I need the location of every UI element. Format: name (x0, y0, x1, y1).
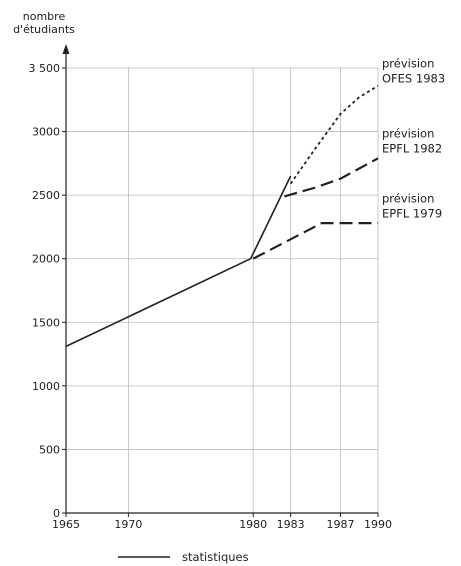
series-line-2 (284, 157, 379, 198)
y-tick-label: 500 (39, 443, 60, 456)
series-lines (65, 85, 379, 348)
annotation-0-line-0: prévision (382, 57, 434, 71)
x-tick-label: 1965 (52, 518, 80, 531)
legend: statistiques (118, 550, 249, 564)
series-line-0 (65, 175, 292, 348)
annotation-2-line-0: prévision (382, 191, 434, 205)
y-axis-arrow (62, 44, 70, 54)
y-tick-label: 1500 (32, 316, 60, 329)
y-tick-label: 2500 (32, 189, 60, 202)
annotation-1-line-1: EPFL 1982 (382, 142, 442, 156)
annotation-2-line-1: EPFL 1979 (382, 206, 442, 220)
labels: 0 500 1000 1500 2000 2500 3000 3 500 1965 1970 198… (13, 10, 445, 531)
y-tick-label: 1000 (32, 380, 60, 393)
series-line-3 (252, 222, 378, 260)
annotation-1-line-0: prévision (382, 127, 434, 141)
y-tick-label: 2000 (32, 253, 60, 266)
y-tick-label: 0 (53, 507, 60, 520)
x-tick-label: 1970 (114, 518, 142, 531)
axes (62, 44, 379, 517)
series-line-1 (289, 85, 379, 185)
annotation-0-line-1: OFES 1983 (382, 72, 445, 86)
x-tick-label: 1987 (327, 518, 355, 531)
y-tick-label: 3000 (32, 126, 60, 139)
y-axis-label-line-1: nombre (23, 10, 66, 23)
y-tick-label: 3 500 (29, 62, 61, 75)
y-axis-label-line-2: d'étudiants (13, 23, 75, 36)
grid (66, 67, 379, 513)
x-tick-label: 1980 (239, 518, 267, 531)
x-tick-label: 1990 (364, 518, 392, 531)
x-tick-label: 1983 (277, 518, 305, 531)
legend-label-statistiques: statistiques (182, 550, 249, 564)
